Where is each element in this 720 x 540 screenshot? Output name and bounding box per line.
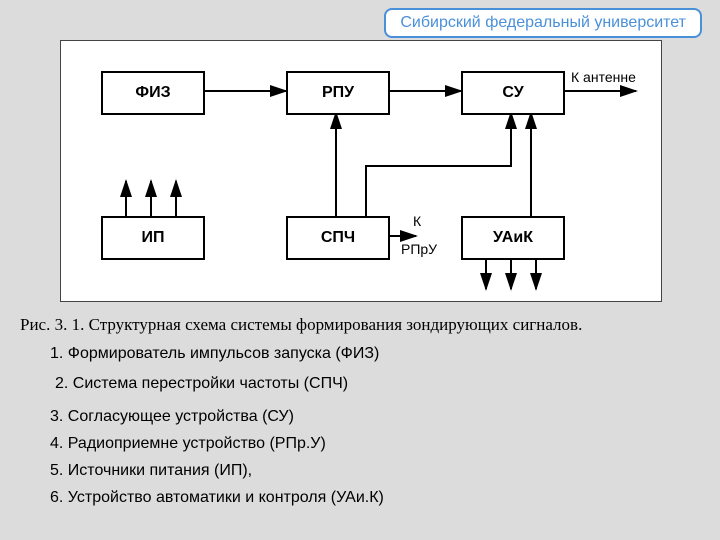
list-item-2: 2. Система перестройки частоты (СПЧ) <box>55 375 348 393</box>
header-badge: Сибирский федеральный университет <box>384 8 702 38</box>
label-spch: СПЧ <box>321 229 355 247</box>
label-fiz: ФИЗ <box>135 84 170 102</box>
label-uaik: УАиК <box>493 229 533 247</box>
header-title: Сибирский федеральный университет <box>400 14 686 31</box>
block-fiz: ФИЗ <box>101 71 205 115</box>
block-uaik: УАиК <box>461 216 565 260</box>
k-label: К <box>413 213 421 229</box>
list-item-4: 4. Радиоприемне устройство (РПр.У) <box>50 435 326 453</box>
block-spch: СПЧ <box>286 216 390 260</box>
list-item-5: 5. Источники питания (ИП), <box>50 462 252 480</box>
diagram: ФИЗ РПУ СУ ИП СПЧ УАиК К антенне К РПрУ <box>60 40 662 302</box>
antenna-label: К антенне <box>571 69 636 85</box>
list-item-1: 1. Формирователь импульсов запуска (ФИЗ) <box>50 345 379 363</box>
label-ip: ИП <box>142 229 165 247</box>
list-item-6: 6. Устройство автоматики и контроля (УАи… <box>50 489 384 507</box>
rpru-label: РПрУ <box>401 241 437 257</box>
label-rpu: РПУ <box>322 84 354 102</box>
block-rpu: РПУ <box>286 71 390 115</box>
block-su: СУ <box>461 71 565 115</box>
block-ip: ИП <box>101 216 205 260</box>
figure-caption: Рис. 3. 1. Структурная схема системы фор… <box>20 315 582 335</box>
label-su: СУ <box>502 84 523 102</box>
list-item-3: 3. Согласующее устройства (СУ) <box>50 408 294 426</box>
